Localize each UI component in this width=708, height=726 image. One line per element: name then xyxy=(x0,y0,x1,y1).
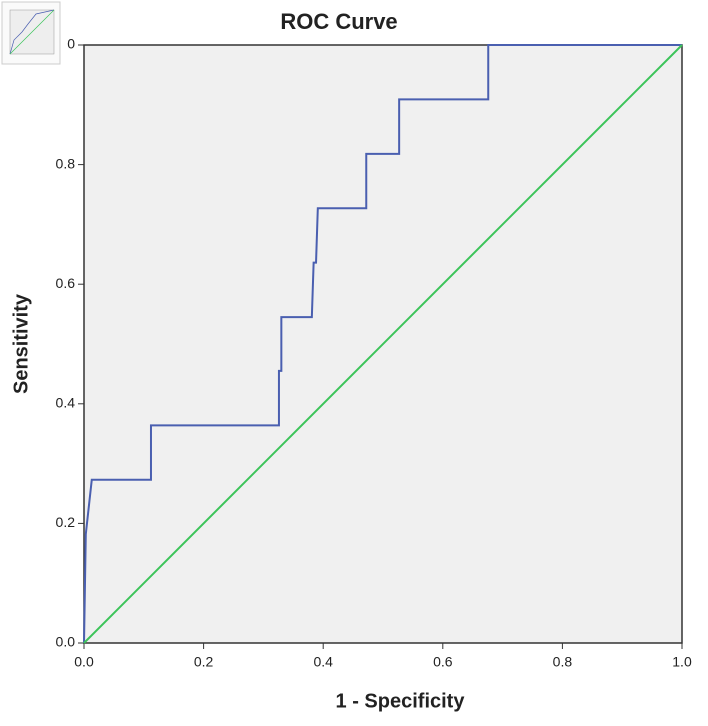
thumbnail-curve xyxy=(9,9,55,55)
series-line xyxy=(83,44,682,644)
y-tick-label: 0.6 xyxy=(56,275,76,291)
y-axis-label: Sensitivity xyxy=(10,293,32,394)
thumbnail-diagonal xyxy=(9,9,55,55)
x-tick-label: 0.0 xyxy=(74,654,94,670)
x-tick-label: 0.4 xyxy=(313,654,333,670)
x-tick-label: 0.8 xyxy=(553,654,573,670)
x-tick-label: 0.6 xyxy=(433,654,453,670)
chart-title: ROC Curve xyxy=(280,9,397,34)
y-tick-label: 0.4 xyxy=(56,395,76,411)
y-tick-label: 0 xyxy=(67,36,75,52)
series-line xyxy=(83,44,683,644)
y-tick-label: 0.2 xyxy=(56,514,76,530)
y-tick-label: 0.0 xyxy=(56,634,76,650)
x-tick-label: 0.2 xyxy=(194,654,214,670)
x-tick-label: 1.0 xyxy=(672,654,692,670)
x-axis-label: 1 - Specificity xyxy=(336,690,466,712)
y-tick-label: 0.8 xyxy=(56,155,76,171)
